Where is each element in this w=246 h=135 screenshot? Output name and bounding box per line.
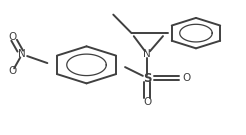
Text: O: O bbox=[182, 73, 190, 83]
Text: O: O bbox=[8, 32, 16, 42]
Text: O: O bbox=[8, 66, 16, 76]
Text: S: S bbox=[143, 72, 152, 85]
Text: N: N bbox=[143, 49, 151, 59]
Text: O: O bbox=[143, 97, 152, 107]
Text: N: N bbox=[18, 49, 26, 59]
